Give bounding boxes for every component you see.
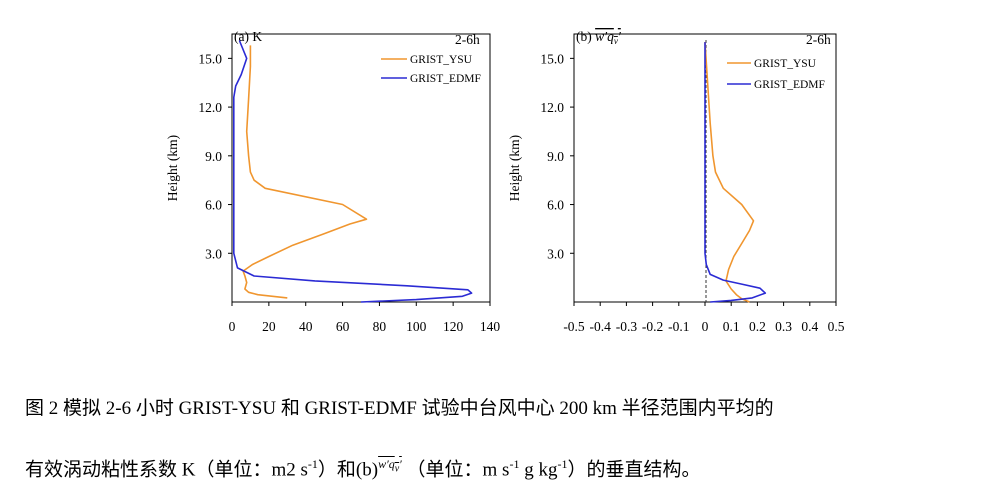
panel-a-xtick-label: 20	[262, 319, 276, 334]
panel-b-xtick-label: 0.2	[749, 319, 766, 334]
panel-b-xtick-label: 0	[702, 319, 709, 334]
panel-b-xtick-label: -0.3	[616, 319, 638, 334]
panel-b-xtick-label: -0.4	[590, 319, 612, 334]
legend-label-edmf-b: GRIST_EDMF	[754, 79, 825, 91]
panel-b-time-label: 2-6h	[806, 32, 831, 47]
panel-a-time-label: 2-6h	[455, 32, 480, 47]
legend-label-ysu-b: GRIST_YSU	[754, 58, 817, 70]
panel-b-xtick-label: 0.1	[723, 319, 740, 334]
panel-a-xtick-label: 40	[299, 319, 313, 334]
panel-a-xtick-label: 100	[406, 319, 427, 334]
panel-a-legend: GRIST_YSU GRIST_EDMF	[381, 54, 481, 85]
panel-a-xtick-label: 80	[373, 319, 387, 334]
panel-b-legend: GRIST_YSU GRIST_EDMF	[727, 58, 825, 91]
panel-b: (b) w′qv′ 2-6h Height (km) GRIST_YSU GRI…	[507, 29, 845, 334]
panel-b-ytick-label: 15.0	[540, 51, 564, 66]
panel-b-xtick-label: -0.1	[668, 319, 689, 334]
panel-a-xtick-label: 60	[336, 319, 350, 334]
panel-a-xtick-label: 0	[229, 319, 236, 334]
legend-label-ysu: GRIST_YSU	[410, 54, 473, 66]
panel-a: (a) K 2-6h Height (km) GRIST_YSU GRIST_E…	[165, 29, 500, 334]
legend-label-edmf: GRIST_EDMF	[410, 73, 481, 85]
panel-b-series-ysu-line	[704, 42, 755, 303]
panel-b-series-edmf-line	[704, 42, 767, 303]
panel-a-series-ysu-line	[242, 45, 368, 299]
panel-a-xtick-label: 120	[443, 319, 464, 334]
panel-b-ytick-label: 3.0	[547, 246, 564, 261]
panel-b-title: (b) w′qv′	[576, 29, 622, 46]
panel-a-ytick-label: 6.0	[205, 198, 222, 213]
figure-caption-line-1: 图 2 模拟 2-6 小时 GRIST-YSU 和 GRIST-EDMF 试验中…	[25, 398, 774, 419]
panel-b-ytick-label: 9.0	[547, 149, 564, 164]
panel-a-ytick-label: 3.0	[205, 246, 222, 261]
panel-a-xtick-label: 140	[480, 319, 501, 334]
panel-b-xtick-label: 0.4	[801, 319, 818, 334]
figure-panels: (a) K 2-6h Height (km) GRIST_YSU GRIST_E…	[165, 29, 845, 334]
panel-a-ylabel: Height (km)	[165, 135, 180, 201]
panel-b-xtick-label: 0.5	[828, 319, 845, 334]
panel-a-series-edmf-line	[233, 40, 473, 303]
panel-b-xtick-label: 0.3	[775, 319, 792, 334]
panel-a-ytick-label: 15.0	[198, 51, 222, 66]
panel-a-ytick-label: 12.0	[198, 100, 222, 115]
figure-caption-line-2: 有效涡动粘性系数 K（单位：m2 s-1）和(b)w′qv′ （单位：m s-1…	[25, 457, 701, 481]
panel-b-ylabel: Height (km)	[507, 135, 522, 201]
panel-b-xtick-label: -0.2	[642, 319, 663, 334]
panel-a-title: (a) K	[234, 29, 262, 44]
panel-b-xtick-label: -0.5	[563, 319, 585, 334]
panel-b-ytick-label: 6.0	[547, 198, 564, 213]
panel-a-ytick-label: 9.0	[205, 149, 222, 164]
panel-b-ytick-label: 12.0	[540, 100, 564, 115]
